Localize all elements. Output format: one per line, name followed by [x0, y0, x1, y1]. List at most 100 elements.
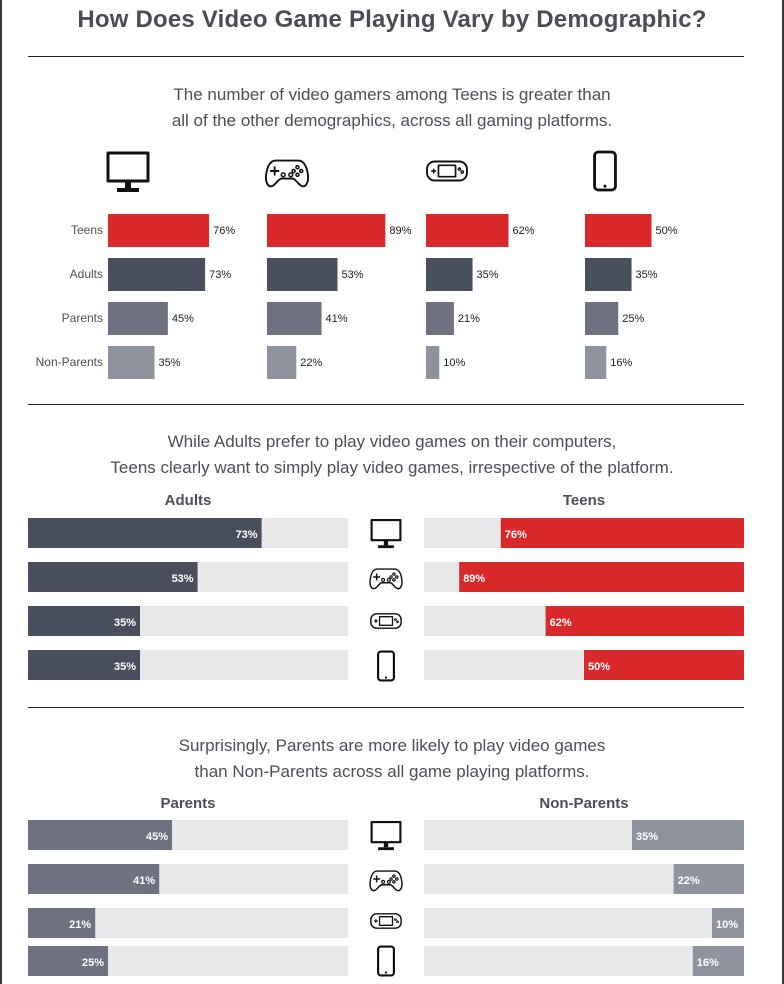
adults-teens-left-bar-3 — [28, 606, 140, 636]
bar-adults-2 — [267, 258, 338, 291]
value-label-teens-1: 76% — [213, 225, 235, 237]
handheld-console-icon — [370, 913, 402, 929]
parents-nonparents-right-bar-2 — [673, 864, 744, 894]
parents-nonparents-left-value-4: 25% — [82, 957, 104, 969]
parents-nonparents-left-bar-4 — [28, 946, 108, 976]
game-controller-icon — [369, 568, 403, 590]
parents-nonparents-right-track-4 — [424, 946, 744, 976]
value-label-parents-3: 21% — [458, 313, 480, 325]
section2-subtitle-line2: Teens clearly want to simply play video … — [110, 458, 674, 477]
adults-teens-right-bar-1 — [500, 518, 744, 548]
row-label-adults: Adults — [69, 267, 103, 281]
value-label-teens-4: 50% — [656, 225, 678, 237]
section2-subtitle-line1: While Adults prefer to play video games … — [167, 432, 617, 451]
parents-nonparents-right-track-3 — [424, 908, 744, 938]
value-label-adults-3: 35% — [477, 269, 499, 281]
divider-2 — [28, 707, 744, 708]
bar-teens-1 — [108, 214, 210, 247]
value-label-adults-1: 73% — [209, 269, 231, 281]
adults-teens-left-bar-1 — [28, 518, 262, 548]
adults-teens-right-value-4: 50% — [588, 661, 610, 673]
adults-teens-right-value-1: 76% — [505, 529, 527, 541]
divider-1 — [28, 404, 744, 405]
value-label-teens-2: 89% — [389, 225, 411, 237]
parents-nonparents-right-value-2: 22% — [678, 875, 700, 887]
value-label-teens-3: 62% — [512, 225, 534, 237]
bar-teens-4 — [585, 214, 652, 247]
adults-teens-right-bar-3 — [545, 606, 744, 636]
value-label-non-parents-2: 22% — [300, 357, 322, 369]
adults-teens-right-bar-2 — [459, 562, 744, 592]
parents-nonparents-left-value-3: 21% — [69, 919, 91, 931]
handheld-console-icon — [370, 613, 402, 629]
value-label-parents-4: 25% — [622, 313, 644, 325]
bar-adults-3 — [426, 258, 473, 291]
adults-teens-right-value-3: 62% — [550, 617, 572, 629]
section1-subtitle-line2: all of the other demographics, across al… — [171, 111, 613, 130]
value-label-adults-2: 53% — [341, 269, 363, 281]
parents-nonparents-right-bar-1 — [632, 820, 744, 850]
adults-teens-right-bar-4 — [584, 650, 744, 680]
bar-teens-3 — [426, 214, 509, 247]
parents-nonparents-left-value-2: 41% — [133, 875, 155, 887]
game-controller-icon — [264, 159, 310, 188]
adults-teens-left-bar-4 — [28, 650, 140, 680]
section3-subtitle-line2: than Non-Parents across all game playing… — [194, 762, 590, 781]
bar-non-parents-3 — [426, 346, 440, 379]
bar-parents-2 — [267, 302, 322, 335]
adults-teens-left-bar-2 — [28, 562, 198, 592]
adults-header: Adults — [164, 492, 212, 509]
smartphone-icon — [593, 150, 617, 192]
adults-teens-left-value-4: 35% — [114, 661, 136, 673]
parents-nonparents-right-bar-3 — [712, 908, 744, 938]
bar-non-parents-4 — [585, 346, 607, 379]
non-parents-header: Non-Parents — [539, 795, 629, 812]
parents-header: Parents — [160, 795, 216, 812]
parents-nonparents-left-bar-2 — [28, 864, 160, 894]
page-title: How Does Video Game Playing Vary by Demo… — [77, 6, 707, 33]
value-label-non-parents-4: 16% — [610, 357, 632, 369]
bar-non-parents-1 — [108, 346, 155, 379]
parents-nonparents-right-bar-4 — [692, 946, 744, 976]
row-label-teens: Teens — [70, 223, 103, 237]
bar-adults-1 — [108, 258, 206, 291]
value-label-adults-4: 35% — [636, 269, 658, 281]
value-label-non-parents-1: 35% — [159, 357, 181, 369]
parents-nonparents-right-value-4: 16% — [697, 957, 719, 969]
desktop-monitor-icon — [370, 820, 402, 851]
divider-top — [28, 56, 744, 57]
bar-parents-1 — [108, 302, 168, 335]
value-label-non-parents-3: 10% — [443, 357, 465, 369]
value-label-parents-2: 41% — [326, 313, 348, 325]
teens-header: Teens — [562, 492, 606, 509]
desktop-monitor-icon — [106, 151, 150, 192]
bar-parents-3 — [426, 302, 454, 335]
parents-nonparents-left-bar-1 — [28, 820, 172, 850]
bar-teens-2 — [267, 214, 386, 247]
handheld-console-icon — [426, 160, 468, 182]
parents-nonparents-right-value-3: 10% — [716, 919, 738, 931]
smartphone-icon — [377, 945, 395, 977]
game-controller-icon — [369, 870, 403, 892]
bar-parents-4 — [585, 302, 619, 335]
row-label-parents: Parents — [61, 311, 103, 325]
parents-nonparents-right-value-1: 35% — [636, 831, 658, 843]
adults-teens-left-value-2: 53% — [172, 573, 194, 585]
parents-nonparents-left-value-1: 45% — [146, 831, 168, 843]
adults-teens-right-value-2: 89% — [463, 573, 485, 585]
section1-subtitle-line1: The number of video gamers among Teens i… — [173, 85, 611, 104]
row-label-non-parents: Non-Parents — [35, 355, 103, 369]
value-label-parents-1: 45% — [172, 313, 194, 325]
bar-adults-4 — [585, 258, 632, 291]
adults-teens-left-value-3: 35% — [114, 617, 136, 629]
parents-nonparents-left-bar-3 — [28, 908, 96, 938]
bar-non-parents-2 — [267, 346, 297, 379]
section3-subtitle-line1: Surprisingly, Parents are more likely to… — [178, 736, 606, 755]
right-border — [782, 0, 784, 984]
adults-teens-left-value-1: 73% — [236, 529, 258, 541]
left-border — [0, 0, 2, 984]
desktop-monitor-icon — [370, 518, 402, 549]
smartphone-icon — [377, 650, 395, 682]
